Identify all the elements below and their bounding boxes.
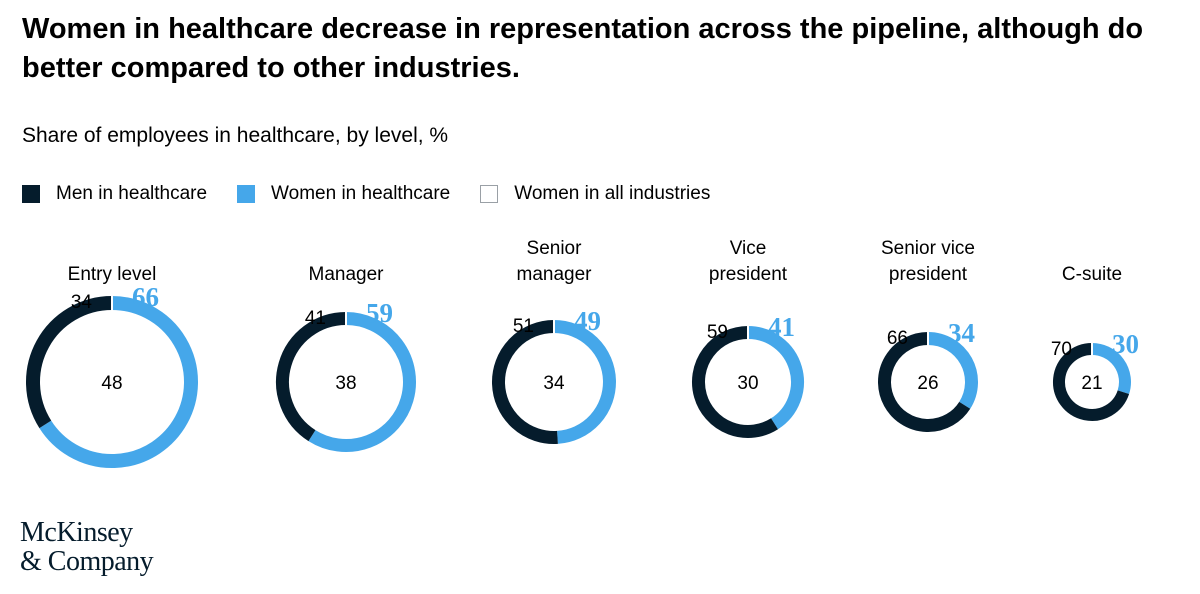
donut-senior-manager [492, 319, 616, 444]
men-arc [878, 332, 971, 432]
center-value-women-all-industries: 38 [335, 373, 356, 394]
donut-charts: 48 66 34 Entry level 38 59 41 Manager 34 49 51 Seni… [26, 238, 1139, 468]
level-label: president [889, 264, 968, 285]
men-arc [276, 312, 347, 442]
center-value-women-all-industries: 48 [101, 373, 122, 394]
men-arc [492, 320, 558, 444]
legend: Men in healthcare Women in healthcare Wo… [22, 180, 740, 208]
women-arc [1091, 343, 1131, 395]
men-arc [692, 326, 778, 438]
donut-senior-vice-president [878, 331, 978, 432]
mckinsey-logo: McKinsey & Company [20, 517, 154, 577]
women-value-label: 34 [948, 318, 975, 348]
chart-subtitle: Share of employees in healthcare, by lev… [22, 124, 449, 147]
legend-item-women: Women in healthcare [237, 183, 450, 205]
men-value-label: 41 [305, 308, 326, 329]
center-value-women-all-industries: 21 [1081, 373, 1102, 394]
center-value-women-all-industries: 30 [737, 373, 758, 394]
level-label: C-suite [1062, 264, 1122, 285]
chart-title: Women in healthcare decrease in represen… [22, 13, 1144, 84]
women-arc [927, 332, 978, 409]
legend-label-women-all-industries: Women in all industries [514, 183, 711, 204]
level-label: Manager [309, 264, 385, 285]
men-arc [1053, 343, 1130, 421]
level-label: Entry level [68, 264, 157, 285]
women-value-label: 41 [768, 312, 795, 342]
donut-vice-president [692, 325, 804, 438]
center-value-women-all-industries: 34 [543, 373, 565, 394]
women-arc [553, 320, 616, 444]
women-arc [747, 326, 804, 430]
men-value-label: 66 [887, 328, 908, 349]
center-value-women-all-industries: 26 [917, 373, 938, 394]
donut-entry-level [26, 295, 198, 468]
donut-manager [276, 311, 416, 452]
legend-swatch-women-all-industries [480, 185, 499, 203]
women-arc [308, 312, 416, 452]
legend-swatch-women [237, 185, 256, 203]
men-value-label: 70 [1051, 339, 1072, 360]
legend-item-men: Men in healthcare [22, 183, 207, 205]
women-value-label: 66 [132, 282, 159, 312]
logo-line-2: & Company [20, 546, 154, 577]
men-value-label: 59 [707, 322, 728, 343]
legend-label-women: Women in healthcare [271, 183, 451, 204]
legend-label-men: Men in healthcare [56, 183, 208, 204]
logo-line-1: McKinsey [20, 517, 133, 548]
women-value-label: 49 [574, 306, 601, 336]
level-label: manager [517, 264, 593, 285]
level-label: president [709, 264, 788, 285]
men-value-label: 51 [513, 316, 534, 337]
donut-c-suite [1053, 342, 1131, 421]
level-label: Senior vice [881, 238, 975, 259]
men-arc [26, 296, 113, 429]
women-arc [39, 296, 198, 468]
legend-item-women-all-industries: Women in all industries [480, 183, 710, 205]
level-label: Senior [527, 238, 583, 259]
women-value-label: 30 [1112, 329, 1139, 359]
legend-swatch-men [22, 185, 40, 203]
men-value-label: 34 [71, 292, 93, 313]
women-value-label: 59 [366, 298, 393, 328]
level-label: Vice [730, 238, 767, 259]
